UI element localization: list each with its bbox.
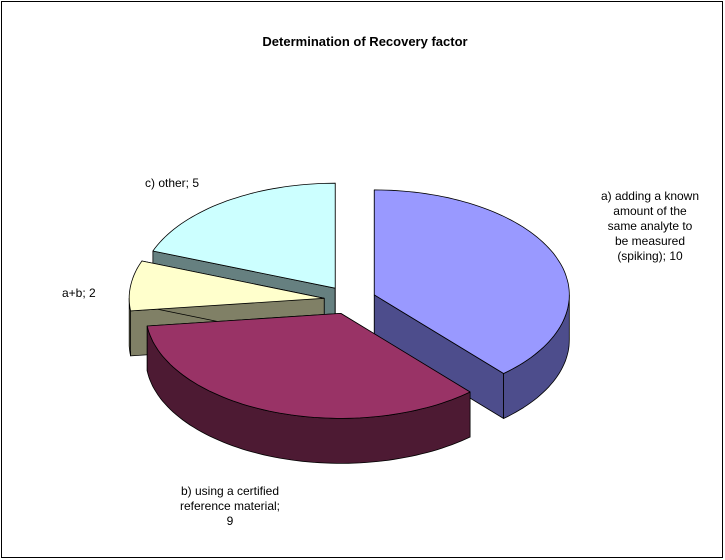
pie (128, 182, 570, 464)
slice-top (152, 182, 336, 289)
data-label: c) other; 5 (145, 176, 199, 190)
slice-top (373, 189, 570, 374)
data-label: b) using a certified reference material; 9 (180, 484, 280, 528)
slice-top (128, 260, 325, 312)
labels: a) adding a known amount of the same analy… (62, 176, 699, 528)
slice-top (146, 313, 471, 419)
data-label: a) adding a known amount of the same analy… (601, 189, 699, 263)
data-label: a+b; 2 (62, 286, 96, 300)
pie-slice (373, 189, 570, 419)
pie-slice (146, 313, 471, 464)
chart-title: Determination of Recovery factor (262, 34, 467, 49)
